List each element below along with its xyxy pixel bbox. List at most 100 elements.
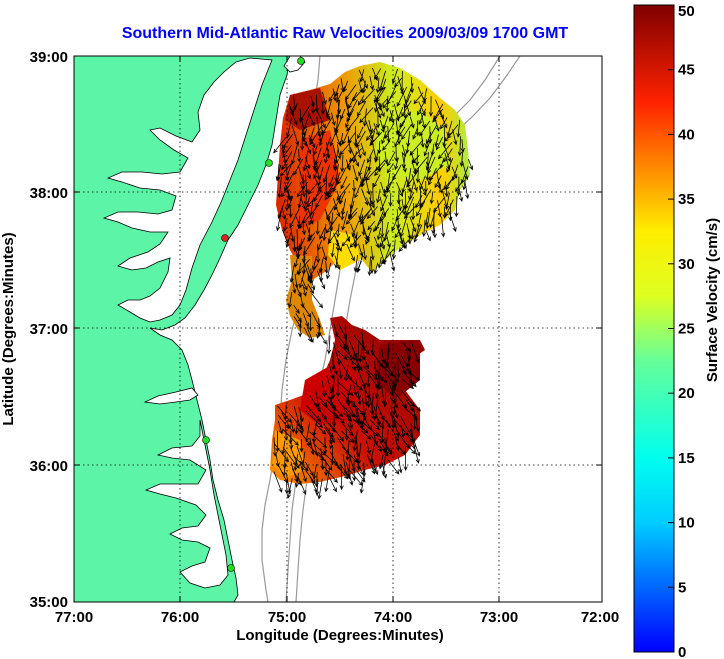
velocity-arrow: [344, 364, 349, 383]
velocity-arrow: [382, 140, 391, 151]
x-tick-label: 77:00: [55, 609, 93, 626]
velocity-arrow: [400, 425, 405, 439]
velocity-arrow: [289, 108, 298, 126]
velocity-arrow: [402, 237, 407, 250]
velocity-arrow: [312, 154, 318, 173]
velocity-arrow: [311, 255, 317, 271]
velocity-arrow: [294, 419, 299, 435]
velocity-arrow: [388, 110, 394, 122]
velocity-arrow: [306, 271, 312, 283]
velocity-arrow: [351, 220, 360, 238]
velocity-arrow: [446, 158, 454, 174]
velocity-arrow: [289, 208, 300, 229]
velocity-arrow: [315, 195, 323, 209]
velocity-arrow: [370, 339, 375, 356]
velocity-arrow: [374, 68, 382, 80]
velocity-arrow: [363, 366, 379, 381]
velocity-arrow: [277, 420, 284, 435]
velocity-arrow: [399, 70, 405, 93]
velocity-arrow: [373, 406, 381, 427]
velocity-arrow: [357, 126, 364, 140]
velocity-arrow: [444, 192, 450, 211]
velocity-arrow: [454, 195, 459, 218]
velocity-arrow: [368, 191, 373, 207]
velocity-arrow: [336, 86, 346, 104]
velocity-arrow: [282, 219, 288, 232]
velocity-arrow: [276, 210, 282, 232]
velocity-arrow: [385, 347, 390, 369]
velocity-arrow: [373, 262, 379, 275]
x-tick-label: 75:00: [268, 609, 306, 626]
velocity-arrow: [427, 156, 436, 174]
velocity-arrow: [345, 439, 350, 462]
velocity-arrow: [332, 407, 337, 428]
velocity-arrow: [418, 120, 431, 137]
velocity-arrow: [377, 370, 382, 390]
velocity-arrow: [420, 133, 425, 148]
velocity-arrow: [309, 437, 315, 456]
velocity-arrow: [425, 229, 431, 242]
velocity-arrow: [334, 248, 339, 269]
velocity-arrow: [410, 223, 415, 240]
velocity-arrow: [345, 374, 363, 391]
velocity-arrow: [333, 232, 342, 252]
velocity-arrow: [401, 198, 406, 216]
velocity-arrow: [323, 466, 339, 483]
velocity-arrow: [303, 115, 310, 131]
velocity-arrow: [330, 445, 335, 466]
velocity-arrow: [315, 479, 320, 497]
velocity-arrow: [370, 183, 376, 206]
velocity-arrow: [369, 75, 374, 91]
velocity-arrow: [363, 383, 369, 407]
velocity-arrow: [380, 248, 395, 265]
velocity-arrow: [282, 452, 287, 469]
velocity-arrow: [358, 95, 365, 106]
velocity-arrow: [375, 77, 381, 94]
velocity-arrow: [405, 139, 410, 154]
velocity-arrow: [369, 260, 374, 275]
velocity-arrow: [336, 183, 351, 201]
velocity-arrow: [311, 101, 316, 115]
velocity-arrow: [367, 156, 372, 172]
velocity-arrow: [327, 182, 338, 199]
velocity-arrow: [315, 390, 320, 408]
velocity-arrow: [296, 259, 311, 275]
velocity-arrow: [309, 126, 322, 146]
velocity-arrow: [302, 312, 309, 328]
velocity-arrow: [273, 136, 287, 154]
velocity-arrow: [333, 195, 342, 211]
velocity-arrow: [366, 149, 374, 164]
velocity-arrow: [397, 107, 404, 120]
velocity-arrow: [425, 149, 435, 171]
velocity-arrow: [345, 211, 358, 225]
velocity-arrow: [289, 435, 294, 450]
velocity-arrow: [358, 159, 366, 177]
velocity-arrow: [290, 103, 298, 114]
velocity-arrow: [306, 190, 322, 208]
velocity-arrow: [405, 196, 415, 216]
velocity-arrow: [337, 144, 342, 160]
velocity-arrow: [293, 304, 300, 314]
velocity-arrow: [279, 163, 292, 177]
velocity-arrow: [302, 284, 307, 297]
velocity-arrow: [372, 215, 386, 233]
velocity-arrow: [409, 216, 417, 233]
velocity-arrow: [346, 109, 355, 122]
velocity-arrow: [304, 422, 310, 443]
velocity-arrow: [297, 191, 303, 209]
velocity-arrow: [277, 405, 292, 423]
velocity-arrow: [308, 112, 315, 127]
y-tick-labels: 39:00 38:00 37:00 36:00 35:00: [30, 49, 68, 611]
velocity-arrow: [333, 460, 349, 480]
velocity-arrow: [396, 86, 408, 108]
velocity-arrow: [359, 210, 370, 223]
velocity-arrow: [409, 76, 415, 94]
velocity-arrow: [395, 208, 405, 222]
velocity-arrow: [319, 332, 327, 345]
velocity-arrow: [324, 148, 330, 164]
velocity-arrow: [281, 133, 294, 150]
velocity-arrow: [409, 428, 416, 450]
velocity-arrow: [321, 381, 327, 398]
velocity-arrow: [441, 216, 446, 238]
